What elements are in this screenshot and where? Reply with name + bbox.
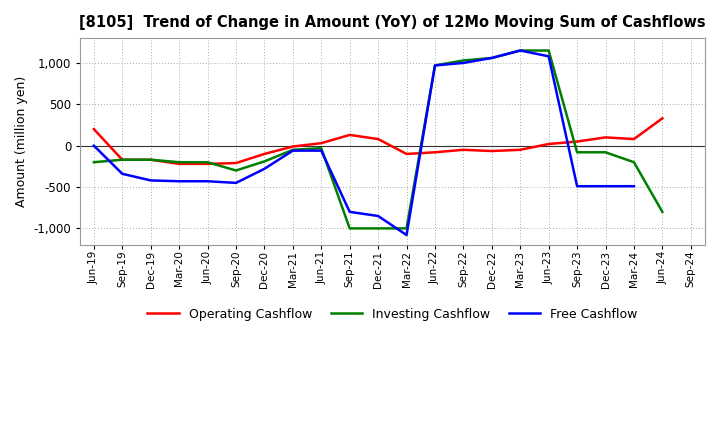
Free Cashflow — [544, 54, 553, 59]
Free Cashflow — [459, 60, 468, 66]
Free Cashflow — [89, 143, 98, 148]
Line: Operating Cashflow: Operating Cashflow — [94, 118, 662, 164]
Operating Cashflow — [544, 141, 553, 147]
Investing Cashflow — [459, 58, 468, 63]
Operating Cashflow — [317, 140, 325, 146]
Free Cashflow — [317, 148, 325, 153]
Free Cashflow — [203, 179, 212, 184]
Operating Cashflow — [289, 144, 297, 149]
Investing Cashflow — [232, 168, 240, 173]
Free Cashflow — [175, 179, 184, 184]
Free Cashflow — [146, 178, 155, 183]
Investing Cashflow — [573, 150, 582, 155]
Operating Cashflow — [346, 132, 354, 138]
Investing Cashflow — [658, 209, 667, 214]
Investing Cashflow — [118, 157, 127, 162]
Free Cashflow — [516, 48, 525, 53]
Investing Cashflow — [431, 63, 439, 68]
Y-axis label: Amount (million yen): Amount (million yen) — [15, 76, 28, 207]
Free Cashflow — [431, 63, 439, 68]
Line: Investing Cashflow: Investing Cashflow — [94, 51, 662, 228]
Operating Cashflow — [203, 161, 212, 166]
Free Cashflow — [402, 232, 411, 238]
Operating Cashflow — [260, 151, 269, 157]
Operating Cashflow — [487, 148, 496, 154]
Operating Cashflow — [459, 147, 468, 152]
Operating Cashflow — [146, 157, 155, 162]
Investing Cashflow — [544, 48, 553, 53]
Free Cashflow — [374, 213, 382, 219]
Free Cashflow — [289, 148, 297, 153]
Investing Cashflow — [203, 160, 212, 165]
Investing Cashflow — [601, 150, 610, 155]
Operating Cashflow — [374, 136, 382, 142]
Investing Cashflow — [487, 55, 496, 61]
Operating Cashflow — [431, 150, 439, 155]
Free Cashflow — [573, 183, 582, 189]
Operating Cashflow — [573, 139, 582, 144]
Investing Cashflow — [89, 160, 98, 165]
Free Cashflow — [629, 183, 638, 189]
Title: [8105]  Trend of Change in Amount (YoY) of 12Mo Moving Sum of Cashflows: [8105] Trend of Change in Amount (YoY) o… — [79, 15, 706, 30]
Legend: Operating Cashflow, Investing Cashflow, Free Cashflow: Operating Cashflow, Investing Cashflow, … — [143, 303, 642, 326]
Operating Cashflow — [89, 126, 98, 132]
Line: Free Cashflow: Free Cashflow — [94, 51, 634, 235]
Investing Cashflow — [346, 226, 354, 231]
Free Cashflow — [601, 183, 610, 189]
Investing Cashflow — [260, 159, 269, 164]
Operating Cashflow — [402, 151, 411, 157]
Investing Cashflow — [629, 160, 638, 165]
Operating Cashflow — [601, 135, 610, 140]
Free Cashflow — [487, 55, 496, 61]
Investing Cashflow — [146, 157, 155, 162]
Investing Cashflow — [175, 160, 184, 165]
Investing Cashflow — [516, 48, 525, 53]
Investing Cashflow — [317, 146, 325, 151]
Operating Cashflow — [629, 136, 638, 142]
Operating Cashflow — [118, 157, 127, 162]
Operating Cashflow — [232, 161, 240, 166]
Free Cashflow — [260, 166, 269, 172]
Investing Cashflow — [374, 226, 382, 231]
Investing Cashflow — [289, 147, 297, 152]
Operating Cashflow — [658, 116, 667, 121]
Free Cashflow — [118, 171, 127, 176]
Investing Cashflow — [402, 226, 411, 231]
Free Cashflow — [346, 209, 354, 214]
Free Cashflow — [232, 180, 240, 186]
Operating Cashflow — [516, 147, 525, 152]
Operating Cashflow — [175, 161, 184, 166]
